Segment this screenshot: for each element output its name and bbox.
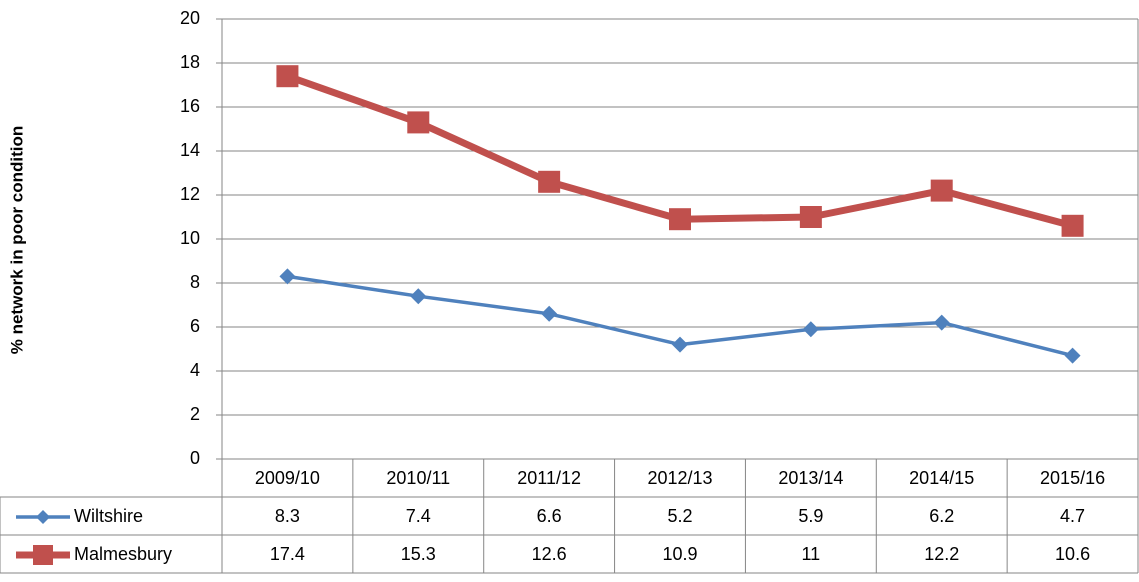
legend-marker [36, 510, 50, 524]
marker [1061, 214, 1084, 237]
table-value: 5.9 [798, 506, 823, 526]
table-value: 5.2 [667, 506, 692, 526]
marker [802, 321, 819, 338]
y-tick-label: 4 [190, 360, 200, 380]
marker [410, 288, 427, 305]
table-value: 10.6 [1055, 544, 1090, 564]
y-tick-label: 0 [190, 448, 200, 468]
y-tick-label: 2 [190, 404, 200, 424]
table-value: 7.4 [406, 506, 431, 526]
marker [407, 111, 430, 134]
x-tick-label: 2013/14 [778, 468, 843, 488]
y-tick-label: 8 [190, 272, 200, 292]
x-tick-label: 2010/11 [386, 468, 450, 488]
legend-label: Malmesbury [74, 544, 172, 564]
y-tick-label: 14 [180, 140, 200, 160]
y-tick-label: 12 [180, 184, 200, 204]
y-tick-label: 18 [180, 52, 200, 72]
x-tick-label: 2009/10 [255, 468, 320, 488]
legend-marker [33, 545, 53, 565]
marker [279, 268, 296, 285]
marker [669, 208, 691, 231]
x-tick-label: 2014/15 [909, 468, 974, 488]
x-tick-label: 2015/16 [1040, 468, 1105, 488]
marker [799, 206, 822, 228]
marker [1064, 347, 1081, 364]
marker [276, 65, 299, 88]
marker [930, 179, 953, 202]
table-value: 10.9 [662, 544, 697, 564]
table-value: 4.7 [1060, 506, 1085, 526]
y-tick-label: 10 [180, 228, 200, 248]
table-value: 6.2 [929, 506, 954, 526]
x-tick-label: 2012/13 [647, 468, 712, 488]
table-value: 11 [802, 544, 821, 564]
table-value: 15.3 [401, 544, 436, 564]
marker [538, 170, 561, 193]
table-value: 17.4 [270, 544, 305, 564]
marker [541, 305, 558, 322]
y-tick-label: 6 [190, 316, 200, 336]
marker [672, 336, 688, 353]
y-tick-label: 20 [180, 8, 200, 28]
legend-label: Wiltshire [74, 506, 143, 526]
marker [933, 314, 950, 331]
y-axis-label: % network in poor condition [7, 126, 26, 355]
y-tick-label: 16 [180, 96, 200, 116]
table-value: 8.3 [275, 506, 300, 526]
table-value: 6.6 [537, 506, 562, 526]
x-tick-label: 2011/12 [517, 468, 581, 488]
table-value: 12.2 [924, 544, 959, 564]
table-value: 12.6 [532, 544, 567, 564]
